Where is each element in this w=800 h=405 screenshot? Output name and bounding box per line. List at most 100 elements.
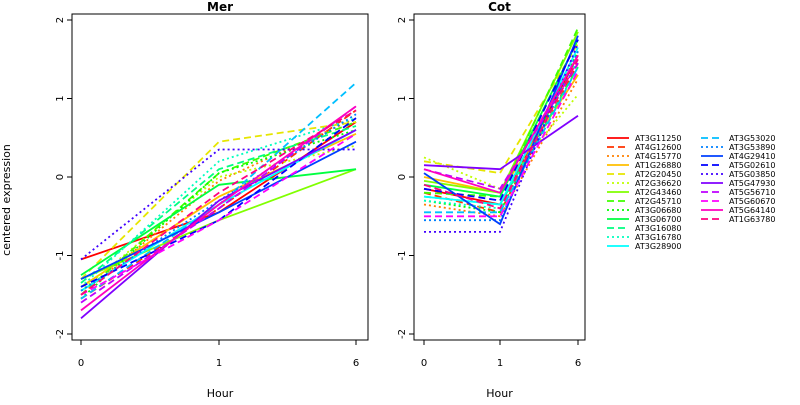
y-tick-label: 0 (397, 174, 408, 180)
legend-item: AT4G29410 (701, 152, 775, 161)
series-line-at4g15770 (423, 78, 579, 218)
series-line-at2g36620 (80, 144, 357, 292)
series-line-at3g53890 (424, 51, 579, 222)
legend-label: AT3G06700 (635, 215, 681, 224)
series-line-at5g60670 (80, 133, 357, 296)
series-line-at3g16780 (80, 117, 357, 288)
legend-item: AT3G16080 (607, 224, 681, 233)
y-tick-label: 0 (55, 174, 66, 180)
legend-label: AT5G03850 (729, 170, 775, 179)
legend-item: AT3G53020 (701, 134, 775, 143)
y-tick-label: -1 (55, 251, 66, 261)
y-tick-label: 2 (55, 17, 66, 23)
series-line-at5g64140 (423, 54, 579, 194)
plot-frame (71, 13, 369, 341)
legend-label: AT5G02610 (729, 161, 775, 170)
x-tick-label: 6 (575, 358, 581, 369)
series-line-at3g06700 (423, 39, 579, 198)
series-line-at5g56710 (423, 62, 579, 190)
legend-label: AT5G60670 (729, 197, 775, 206)
legend-item: AT5G47930 (701, 179, 775, 188)
series-line-at1g63780 (80, 109, 357, 296)
legend-item: AT3G06700 (607, 215, 681, 224)
legend-label: AT2G36620 (635, 179, 681, 188)
x-tick-label: 6 (353, 358, 359, 369)
series-line-at3g53020 (424, 66, 579, 214)
y-tick-label: 1 (55, 95, 66, 101)
legend-label: AT4G15770 (635, 152, 681, 161)
y-tick-label: -2 (397, 329, 408, 339)
series-line-at1g63780 (423, 58, 579, 210)
series-line-at4g29410 (80, 140, 357, 280)
series-line-at5g56710 (80, 105, 357, 304)
legend-item: AT2G20450 (607, 170, 681, 179)
series-line-at5g47930 (423, 115, 579, 171)
legend-item: AT3G11250 (607, 134, 681, 143)
y-tick-label: -2 (55, 329, 66, 339)
plot-frame (413, 13, 586, 341)
series-line-at4g12600 (80, 109, 357, 300)
legend-label: AT4G29410 (729, 152, 775, 161)
legend-label: AT4G12600 (635, 143, 681, 152)
legend-item: AT5G56710 (701, 188, 775, 197)
legend-label: AT3G28900 (635, 242, 681, 251)
legend-label: AT3G16080 (635, 224, 681, 233)
legend: AT3G11250AT4G12600AT4G15770AT1G26880AT2G… (607, 134, 775, 251)
series-line-at3g06680 (80, 129, 357, 300)
legend-item: AT2G43460 (607, 188, 681, 197)
y-tick-label: -1 (397, 251, 408, 261)
series-line-at3g16080 (80, 125, 357, 284)
series-line-at5g02610 (80, 117, 357, 288)
series-line-at2g45710 (423, 27, 579, 198)
legend-item: AT5G03850 (701, 170, 775, 179)
series-line-at4g29410 (423, 35, 579, 226)
legend-label: AT1G63780 (729, 215, 775, 224)
x-axis: 0 1 6 (78, 340, 359, 369)
legend-label: AT2G43460 (635, 188, 681, 197)
legend-label: AT3G11250 (635, 134, 681, 143)
legend-item: AT5G60670 (701, 197, 775, 206)
legend-item: AT2G45710 (607, 197, 681, 206)
legend-label: AT2G45710 (635, 197, 681, 206)
series-line-at4g15770 (80, 117, 357, 296)
legend-item: AT2G36620 (607, 179, 681, 188)
x-axis: 0 1 6 (421, 340, 581, 369)
x-axis-title: Hour (207, 387, 234, 400)
series-line-at5g60670 (424, 70, 579, 218)
legend-item: AT5G02610 (701, 161, 775, 170)
legend-item: AT3G53890 (701, 143, 775, 152)
y-tick-label: 1 (397, 95, 408, 101)
series-line-at5g64140 (80, 105, 357, 312)
y-axis: -2 -1 0 1 2 (55, 17, 72, 339)
legend-item: AT1G26880 (607, 161, 681, 170)
series-lines (80, 82, 357, 319)
series-line-at5g47930 (80, 129, 357, 319)
legend-label: AT2G20450 (635, 170, 681, 179)
series-line-at1g26880 (80, 132, 357, 288)
legend-item: AT1G63780 (701, 215, 775, 224)
legend-label: AT5G64140 (729, 206, 775, 215)
panel-title: Cot (488, 0, 511, 14)
series-line-at5g03850 (424, 43, 579, 233)
legend-label: AT3G53020 (729, 134, 775, 143)
legend-item: AT3G16780 (607, 233, 681, 242)
x-tick-label: 1 (497, 358, 503, 369)
panel-mer: Mer Hour -2 -1 0 1 2 0 1 6 (55, 0, 369, 400)
legend-item: AT5G64140 (701, 206, 775, 215)
x-tick-label: 0 (421, 358, 427, 369)
y-tick-label: 2 (397, 17, 408, 23)
series-line-at2g20450 (80, 121, 357, 280)
x-axis-title: Hour (486, 387, 513, 400)
legend-label: AT3G53890 (729, 143, 775, 152)
legend-label: AT5G47930 (729, 179, 775, 188)
legend-item: AT3G28900 (607, 242, 681, 251)
legend-item: AT3G06680 (607, 206, 681, 215)
legend-label: AT3G16780 (635, 233, 681, 242)
y-axis-title: centered expression (0, 144, 13, 256)
series-lines (423, 27, 579, 233)
legend-item: AT4G15770 (607, 152, 681, 161)
x-tick-label: 1 (216, 358, 222, 369)
legend-label: AT1G26880 (635, 161, 681, 170)
legend-item: AT4G12600 (607, 143, 681, 152)
